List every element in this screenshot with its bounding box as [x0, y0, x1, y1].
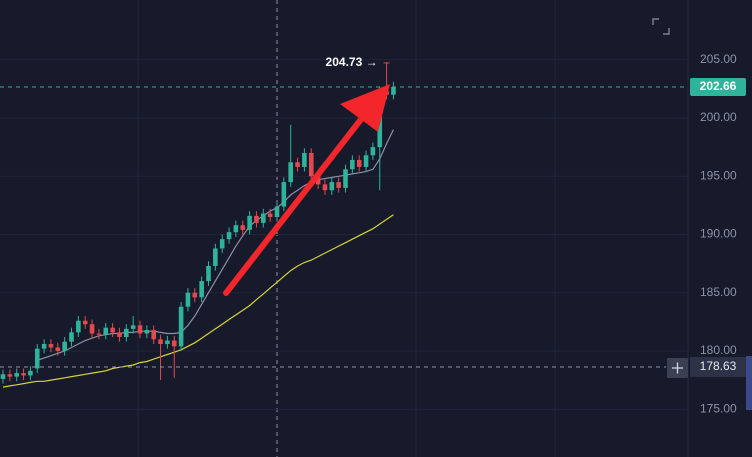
candle-body: [48, 344, 54, 348]
candle-body: [336, 182, 341, 188]
candle-body: [226, 232, 232, 240]
candle-body: [329, 182, 335, 191]
candle-body: [274, 206, 280, 218]
trend-arrow: [223, 84, 390, 296]
candle-body: [261, 213, 266, 223]
candle-body: [96, 333, 102, 335]
candle-body: [315, 176, 321, 185]
candle-body: [117, 332, 122, 338]
y-tick-label: 175.00: [700, 401, 737, 415]
moving-average: [2, 214, 394, 388]
candle-body: [89, 324, 95, 334]
y-tick-label: 195.00: [700, 168, 737, 182]
moving-average: [37, 129, 394, 361]
candle-body: [213, 248, 218, 266]
y-tick-label: 200.00: [700, 110, 737, 124]
candle-body: [110, 327, 115, 333]
candle-body: [178, 306, 184, 347]
candle-body: [82, 320, 88, 325]
candle-body: [28, 370, 33, 376]
candle-body: [295, 162, 300, 167]
candle-body: [144, 330, 150, 334]
crosshair-plus[interactable]: [667, 358, 688, 378]
last-price-badge: [690, 78, 746, 97]
candle-body: [171, 340, 177, 347]
candle-body: [165, 340, 170, 345]
candle-body: [192, 292, 198, 298]
candle-body: [281, 182, 287, 207]
high-marker-label: 204.73 →: [326, 55, 378, 69]
candle-body: [185, 292, 191, 307]
crosshair-badge: [690, 356, 746, 377]
expand-glyph: [652, 18, 670, 35]
candle-body: [41, 344, 47, 349]
candle-body: [322, 184, 328, 191]
candle-body: [233, 225, 239, 233]
candle-body: [254, 215, 259, 223]
side-tab[interactable]: [746, 356, 752, 410]
candle-body: [350, 159, 355, 170]
candle-body: [247, 215, 252, 230]
candle-body: [69, 332, 74, 342]
candle-body: [151, 330, 156, 340]
plot: [0, 59, 688, 410]
candle-body: [7, 374, 13, 377]
candle-body: [137, 325, 143, 334]
candle-body: [302, 152, 307, 167]
candle-body: [363, 155, 369, 167]
candle-body: [62, 341, 67, 351]
last-price-label: 202.66: [700, 79, 737, 93]
y-tick-label: 205.00: [700, 52, 737, 66]
candle-body: [21, 373, 26, 376]
candle-body: [267, 213, 273, 218]
y-tick-label: 190.00: [700, 227, 737, 241]
candle-body: [0, 374, 6, 379]
candle-body: [219, 239, 225, 249]
candle-body: [370, 147, 376, 156]
vertical-grid: [137, 0, 556, 457]
candle-body: [308, 152, 314, 177]
candle-body: [124, 328, 129, 338]
y-tick-label: 185.00: [700, 285, 737, 299]
y-tick-label: 180.00: [700, 343, 737, 357]
candle-body: [343, 169, 348, 188]
candle-body: [55, 347, 61, 351]
candle-body: [356, 159, 362, 167]
crosshair-label: 178.63: [700, 359, 737, 373]
candle-body: [206, 265, 211, 282]
plus-glyph: [672, 362, 683, 374]
candle-body: [34, 348, 40, 369]
candle-body: [391, 87, 396, 95]
arrow-head: [340, 84, 390, 132]
candle-body: [130, 325, 136, 329]
candle-body: [103, 327, 109, 335]
candle-body: [76, 320, 81, 333]
candle-body: [240, 225, 246, 230]
candle-body: [158, 339, 163, 345]
arrow-shaft: [223, 115, 365, 296]
candle-body: [288, 162, 293, 183]
candle-body: [199, 281, 204, 298]
candle-body: [14, 373, 19, 377]
expand-icon[interactable]: [652, 18, 670, 35]
